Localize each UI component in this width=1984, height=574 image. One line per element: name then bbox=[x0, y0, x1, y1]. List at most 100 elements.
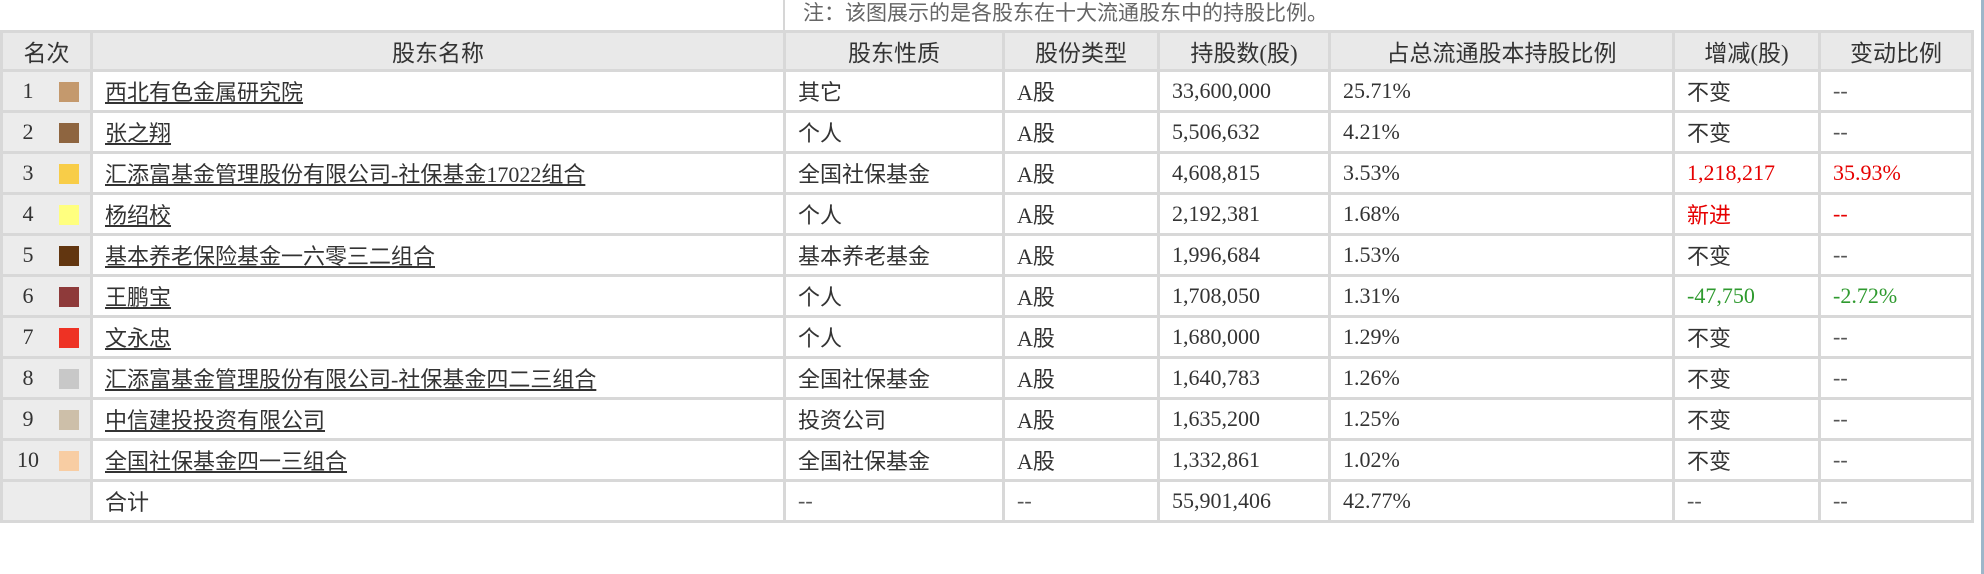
nature-cell: 个人 bbox=[783, 274, 1005, 318]
change-pct-cell: -- bbox=[1818, 356, 1974, 400]
shareholder-name-cell[interactable]: 汇添富基金管理股份有限公司-社保基金四二三组合 bbox=[90, 356, 786, 400]
change-pct-cell: -- bbox=[1818, 397, 1974, 441]
shareholder-name-cell[interactable]: 基本养老保险基金一六零三二组合 bbox=[90, 233, 786, 277]
shareholder-link[interactable]: 张之翔 bbox=[105, 121, 172, 146]
rank-cell: 6 bbox=[0, 274, 93, 318]
share-type-cell: A股 bbox=[1002, 315, 1160, 359]
total-change: -- bbox=[1672, 479, 1821, 523]
shareholder-name-cell[interactable]: 张之翔 bbox=[90, 110, 786, 154]
ratio-cell: 1.26% bbox=[1328, 356, 1675, 400]
color-swatch-icon bbox=[59, 205, 79, 225]
table-row: 7 文永忠 个人 A股 1,680,000 1.29% 不变 -- bbox=[0, 315, 1974, 359]
nature-cell: 全国社保基金 bbox=[783, 356, 1005, 400]
shareholder-link[interactable]: 汇添富基金管理股份有限公司-社保基金17022组合 bbox=[105, 162, 586, 187]
rank-cell: 7 bbox=[0, 315, 93, 359]
shareholder-name-cell[interactable]: 杨绍校 bbox=[90, 192, 786, 236]
nature-cell: 个人 bbox=[783, 315, 1005, 359]
color-swatch-icon bbox=[59, 246, 79, 266]
rank-number: 6 bbox=[22, 283, 34, 308]
shares-cell: 4,608,815 bbox=[1157, 151, 1331, 195]
shares-cell: 1,640,783 bbox=[1157, 356, 1331, 400]
share-type-cell: A股 bbox=[1002, 438, 1160, 482]
shares-cell: 2,192,381 bbox=[1157, 192, 1331, 236]
nature-cell: 其它 bbox=[783, 69, 1005, 113]
ratio-cell: 1.31% bbox=[1328, 274, 1675, 318]
shareholder-name-cell[interactable]: 全国社保基金四一三组合 bbox=[90, 438, 786, 482]
change-pct-cell: 35.93% bbox=[1818, 151, 1974, 195]
shares-cell: 1,635,200 bbox=[1157, 397, 1331, 441]
change-pct-cell: -- bbox=[1818, 110, 1974, 154]
shareholder-link[interactable]: 杨绍校 bbox=[105, 203, 172, 228]
change-cell: 新进 bbox=[1672, 192, 1821, 236]
total-ratio: 42.77% bbox=[1328, 479, 1675, 523]
total-label: 合计 bbox=[90, 479, 786, 523]
header-change: 增减(股) bbox=[1672, 30, 1821, 72]
shareholder-link[interactable]: 中信建投投资有限公司 bbox=[105, 408, 326, 433]
rank-cell: 9 bbox=[0, 397, 93, 441]
ratio-cell: 1.68% bbox=[1328, 192, 1675, 236]
shares-cell: 33,600,000 bbox=[1157, 69, 1331, 113]
change-cell: 不变 bbox=[1672, 315, 1821, 359]
total-nature: -- bbox=[783, 479, 1005, 523]
shares-cell: 1,680,000 bbox=[1157, 315, 1331, 359]
shares-cell: 1,996,684 bbox=[1157, 233, 1331, 277]
total-rank-cell bbox=[0, 479, 93, 523]
share-type-cell: A股 bbox=[1002, 356, 1160, 400]
table-row: 3 汇添富基金管理股份有限公司-社保基金17022组合 全国社保基金 A股 4,… bbox=[0, 151, 1974, 195]
shareholder-link[interactable]: 全国社保基金四一三组合 bbox=[105, 449, 348, 474]
table-row: 10 全国社保基金四一三组合 全国社保基金 A股 1,332,861 1.02%… bbox=[0, 438, 1974, 482]
rank-cell: 3 bbox=[0, 151, 93, 195]
total-row: 合计 -- -- 55,901,406 42.77% -- -- bbox=[0, 479, 1974, 523]
change-pct-cell: -- bbox=[1818, 233, 1974, 277]
shareholder-name-cell[interactable]: 西北有色金属研究院 bbox=[90, 69, 786, 113]
share-type-cell: A股 bbox=[1002, 192, 1160, 236]
shareholder-link[interactable]: 基本养老保险基金一六零三二组合 bbox=[105, 244, 436, 269]
change-cell: 不变 bbox=[1672, 233, 1821, 277]
header-nature: 股东性质 bbox=[783, 30, 1005, 72]
table-row: 2 张之翔 个人 A股 5,506,632 4.21% 不变 -- bbox=[0, 110, 1974, 154]
shareholder-link[interactable]: 文永忠 bbox=[105, 326, 172, 351]
ratio-cell: 4.21% bbox=[1328, 110, 1675, 154]
shareholder-name-cell[interactable]: 中信建投投资有限公司 bbox=[90, 397, 786, 441]
rank-cell: 10 bbox=[0, 438, 93, 482]
color-swatch-icon bbox=[59, 328, 79, 348]
change-pct-cell: -- bbox=[1818, 192, 1974, 236]
rank-number: 7 bbox=[22, 324, 34, 349]
change-cell: 不变 bbox=[1672, 110, 1821, 154]
shares-cell: 1,708,050 bbox=[1157, 274, 1331, 318]
shareholder-name-cell[interactable]: 王鹏宝 bbox=[90, 274, 786, 318]
header-type: 股份类型 bbox=[1002, 30, 1160, 72]
change-cell: -47,750 bbox=[1672, 274, 1821, 318]
change-cell: 1,218,217 bbox=[1672, 151, 1821, 195]
rank-cell: 8 bbox=[0, 356, 93, 400]
shareholder-link[interactable]: 王鹏宝 bbox=[105, 285, 172, 310]
shareholder-name-cell[interactable]: 文永忠 bbox=[90, 315, 786, 359]
share-type-cell: A股 bbox=[1002, 233, 1160, 277]
shares-cell: 1,332,861 bbox=[1157, 438, 1331, 482]
table-row: 5 基本养老保险基金一六零三二组合 基本养老基金 A股 1,996,684 1.… bbox=[0, 233, 1974, 277]
change-cell: 不变 bbox=[1672, 356, 1821, 400]
ratio-cell: 1.02% bbox=[1328, 438, 1675, 482]
color-swatch-icon bbox=[59, 287, 79, 307]
nature-cell: 基本养老基金 bbox=[783, 233, 1005, 277]
rank-cell: 1 bbox=[0, 69, 93, 113]
shareholder-link[interactable]: 西北有色金属研究院 bbox=[105, 80, 304, 105]
color-swatch-icon bbox=[59, 410, 79, 430]
nature-cell: 投资公司 bbox=[783, 397, 1005, 441]
header-rank: 名次 bbox=[0, 30, 93, 72]
total-change-pct: -- bbox=[1818, 479, 1974, 523]
rank-number: 3 bbox=[22, 160, 34, 185]
share-type-cell: A股 bbox=[1002, 151, 1160, 195]
shareholder-link[interactable]: 汇添富基金管理股份有限公司-社保基金四二三组合 bbox=[105, 367, 597, 392]
change-pct-cell: -- bbox=[1818, 315, 1974, 359]
rank-number: 4 bbox=[22, 201, 34, 226]
chart-note: 注：该图展示的是各股东在十大流通股东中的持股比例。 bbox=[803, 1, 1328, 25]
color-swatch-icon bbox=[59, 451, 79, 471]
shareholder-name-cell[interactable]: 汇添富基金管理股份有限公司-社保基金17022组合 bbox=[90, 151, 786, 195]
header-change-pct: 变动比例 bbox=[1818, 30, 1974, 72]
total-type: -- bbox=[1002, 479, 1160, 523]
color-swatch-icon bbox=[59, 164, 79, 184]
rank-cell: 4 bbox=[0, 192, 93, 236]
table-row: 9 中信建投投资有限公司 投资公司 A股 1,635,200 1.25% 不变 … bbox=[0, 397, 1974, 441]
ratio-cell: 1.53% bbox=[1328, 233, 1675, 277]
